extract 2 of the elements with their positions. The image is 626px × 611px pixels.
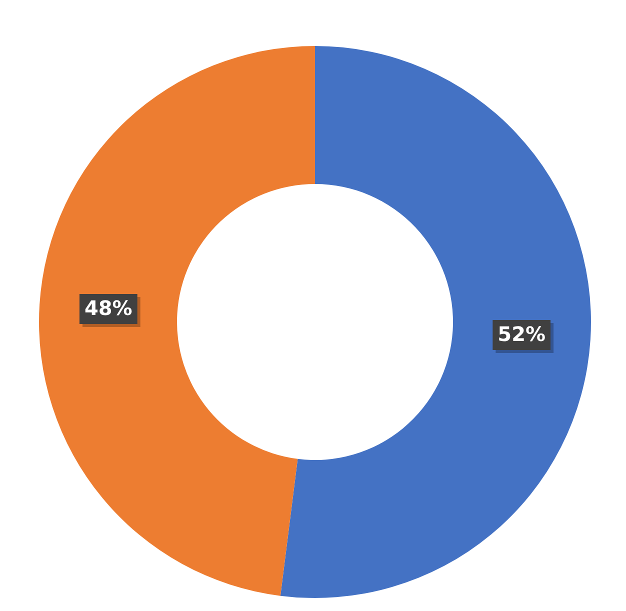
data-label: 52%	[498, 322, 546, 346]
data-label: 48%	[84, 296, 132, 320]
